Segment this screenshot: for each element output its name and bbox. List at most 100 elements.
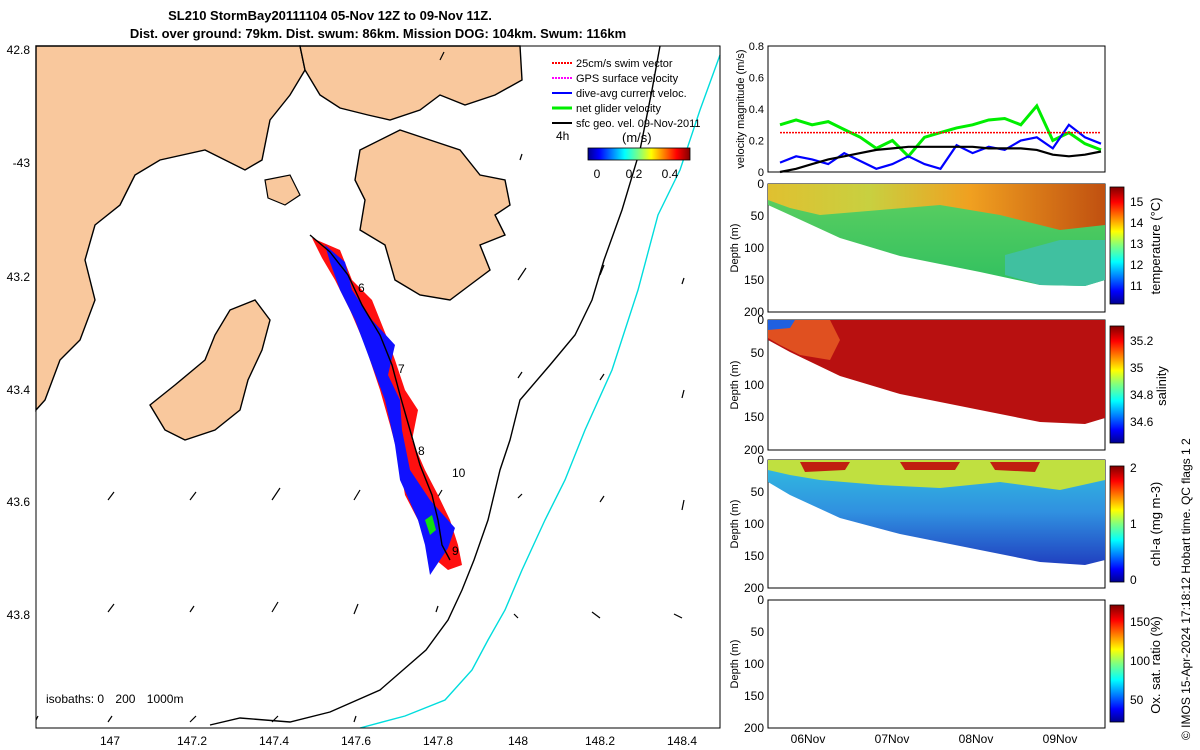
title-line2: Dist. over ground: 79km. Dist. swum: 86k… xyxy=(130,26,626,41)
chla-high xyxy=(800,462,1040,472)
time-axis: 06Nov 07Nov 08Nov 09Nov xyxy=(791,732,1078,746)
lon-tick: 147.6 xyxy=(341,734,371,748)
salinity-colorbar xyxy=(1109,325,1125,444)
chla-ytick: 200 xyxy=(744,581,764,595)
velocity-ylabel: velocity magnitude (m/s) xyxy=(735,49,747,168)
lon-tick: 147.8 xyxy=(423,734,453,748)
chla-ylabel: Depth (m) xyxy=(729,500,741,549)
lon-tick: 148.4 xyxy=(667,734,697,748)
temperature-ctick: 11 xyxy=(1130,279,1143,293)
day-label-8: 8 xyxy=(418,444,425,458)
lon-tick: 148.2 xyxy=(585,734,615,748)
oxygen-ytick: 50 xyxy=(751,625,765,639)
land-north xyxy=(299,45,523,121)
colorbar-tick-1: 0.2 xyxy=(626,167,643,181)
velocity-ytick: 0 xyxy=(758,167,764,179)
map-panel: 6 7 8 9 10 25cm/s swim vector GPS surfac… xyxy=(7,43,721,748)
velocity-series xyxy=(779,103,1102,174)
salinity-surface-layer xyxy=(768,320,840,360)
salinity-fresh-layer xyxy=(768,320,795,330)
colorbar-units: (m/s) xyxy=(622,130,652,145)
chla-clabel: chl-a (mg m-3) xyxy=(1148,482,1163,567)
temperature-warm-layer xyxy=(768,184,1105,230)
time-tick: 08Nov xyxy=(959,732,994,746)
day-label-10: 10 xyxy=(452,466,466,480)
lon-tick: 148 xyxy=(508,734,528,748)
map-legend: 25cm/s swim vector GPS surface velocity … xyxy=(552,58,701,130)
lat-tick: 43.2 xyxy=(7,270,31,284)
chla-ctick: 1 xyxy=(1130,517,1137,531)
land-west xyxy=(35,45,306,412)
legend-net: net glider velocity xyxy=(576,103,661,115)
land-island xyxy=(149,299,271,441)
salinity-ytick: 50 xyxy=(751,346,765,360)
velocity-line-1 xyxy=(779,123,1102,171)
salinity-ctick: 34.8 xyxy=(1130,388,1154,402)
isobath-200 xyxy=(209,45,661,726)
title-line1: SL210 StormBay20111104 05-Nov 12Z to 09-… xyxy=(168,8,492,23)
salinity-ytick: 200 xyxy=(744,443,764,457)
salinity-ctick: 35.2 xyxy=(1130,334,1154,348)
colorbar-prefix: 4h xyxy=(556,129,569,143)
oxygen-frame xyxy=(767,599,1106,729)
temperature-deep-layer xyxy=(1005,240,1105,286)
salinity-ctick: 35 xyxy=(1130,361,1144,375)
colorbar-tick-0: 0 xyxy=(594,167,601,181)
oxygen-panel: 150 100 50 Ox. sat. ratio (%) Depth (m) … xyxy=(729,593,1163,735)
chla-section xyxy=(768,460,1105,565)
oxygen-ctick: 150 xyxy=(1130,615,1150,629)
lon-tick: 147.2 xyxy=(177,734,207,748)
oxygen-ytick: 150 xyxy=(744,689,764,703)
legend-sfc: sfc geo. vel. 09-Nov-2011 xyxy=(576,118,701,130)
side-note: © IMOS 15-Apr-2024 17:18:12 Hobart time.… xyxy=(1179,438,1193,740)
oxygen-ytick: 200 xyxy=(744,721,764,735)
temperature-panel: 15 14 13 12 11 temperature (°C) Depth (m… xyxy=(729,177,1163,319)
temperature-ytick: 150 xyxy=(744,273,764,287)
velocity-panel: 0 0.2 0.4 0.6 0.8 velocity magnitude (m/s) xyxy=(735,41,1106,179)
chla-ytick: 50 xyxy=(751,485,765,499)
velocity-ytick: 0.6 xyxy=(749,73,764,85)
chla-ytick: 100 xyxy=(744,517,764,531)
salinity-ctick: 34.6 xyxy=(1130,415,1154,429)
salinity-ytick: 100 xyxy=(744,378,764,392)
temperature-ctick: 15 xyxy=(1130,195,1144,209)
temperature-clabel: temperature (°C) xyxy=(1148,198,1163,295)
oxygen-ctick: 50 xyxy=(1130,693,1144,707)
legend-dive: dive-avg current veloc. xyxy=(576,88,687,100)
oxygen-ytick: 0 xyxy=(757,593,764,607)
temperature-ytick: 0 xyxy=(757,177,764,191)
oxygen-ylabel: Depth (m) xyxy=(729,640,741,689)
temperature-ytick: 200 xyxy=(744,305,764,319)
velocity-yticks: 0 0.2 0.4 0.6 0.8 xyxy=(749,41,764,179)
salinity-ytick: 150 xyxy=(744,410,764,424)
salinity-clabel: salinity xyxy=(1154,366,1169,406)
day-label-7: 7 xyxy=(398,362,405,376)
map-frame xyxy=(35,45,721,729)
day-label-9: 9 xyxy=(452,544,459,558)
velocity-ytick: 0.8 xyxy=(749,41,764,53)
salinity-section xyxy=(768,320,1105,424)
temperature-colorbar xyxy=(1109,186,1125,305)
chla-panel: 2 1 0 chl-a (mg m-3) Depth (m) 0 50 100 … xyxy=(729,453,1163,595)
velocity-ytick: 0.2 xyxy=(749,136,764,148)
glider-track xyxy=(309,234,462,575)
velocity-line-2 xyxy=(779,145,1102,174)
chla-ytick: 0 xyxy=(757,453,764,467)
oxygen-colorbar xyxy=(1109,604,1125,723)
legend-gps: GPS surface velocity xyxy=(576,73,679,85)
lon-tick: 147.4 xyxy=(259,734,289,748)
salinity-ylabel: Depth (m) xyxy=(729,361,741,410)
chla-ctick: 0 xyxy=(1130,573,1137,587)
temperature-ctick: 13 xyxy=(1130,237,1144,251)
isobath-1000 xyxy=(359,54,721,729)
lat-tick: 43.8 xyxy=(7,608,31,622)
lat-tick: 42.8 xyxy=(7,43,31,57)
isobaths-label: isobaths: 0 200 1000m xyxy=(46,692,183,706)
land-peninsula xyxy=(354,129,511,301)
map-lon-axis: 147 147.2 147.4 147.6 147.8 148 148.2 14… xyxy=(100,734,697,748)
chla-ctick: 2 xyxy=(1130,461,1137,475)
temperature-ctick: 14 xyxy=(1130,216,1144,230)
legend-swim: 25cm/s swim vector xyxy=(576,58,673,70)
temperature-ytick: 100 xyxy=(744,241,764,255)
